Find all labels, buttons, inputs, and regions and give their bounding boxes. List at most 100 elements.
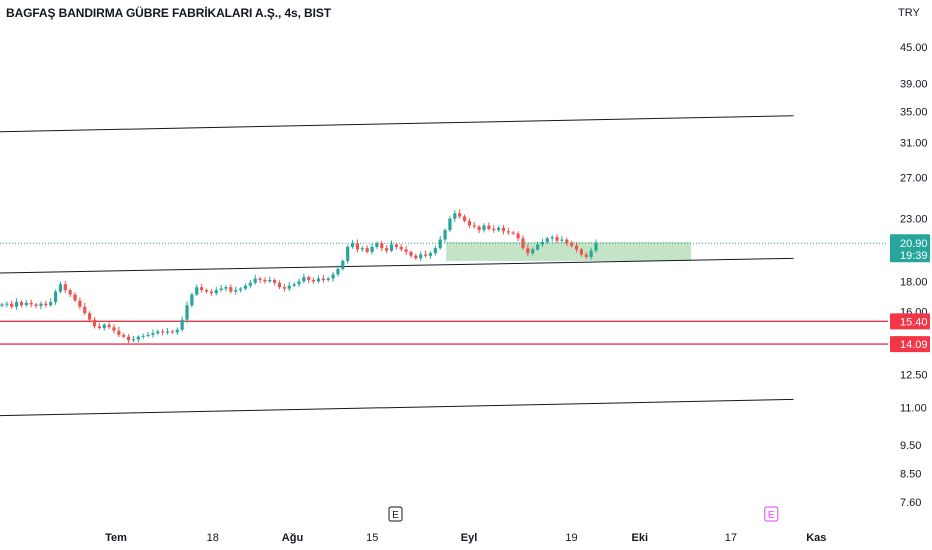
candle[interactable] [346, 244, 350, 264]
candle[interactable] [516, 231, 520, 242]
candle[interactable] [297, 278, 301, 287]
candle[interactable] [34, 302, 38, 308]
candle[interactable] [453, 210, 457, 222]
candle[interactable] [565, 237, 569, 246]
candle[interactable] [253, 274, 257, 285]
candle[interactable] [307, 275, 311, 284]
candle[interactable] [482, 223, 486, 233]
candle[interactable] [521, 235, 525, 251]
candle[interactable] [136, 335, 140, 343]
candle[interactable] [19, 300, 24, 308]
candle[interactable] [287, 281, 291, 291]
candle[interactable] [15, 298, 19, 310]
level-price-label[interactable]: 15.40 [890, 313, 930, 330]
candle[interactable] [355, 239, 360, 253]
candle[interactable] [399, 244, 403, 252]
candle[interactable] [102, 323, 106, 331]
candle[interactable] [88, 311, 92, 323]
candle[interactable] [380, 240, 384, 252]
candle[interactable] [180, 316, 184, 332]
candle[interactable] [394, 242, 398, 250]
candle[interactable] [161, 328, 165, 336]
candle[interactable] [302, 273, 306, 284]
support-zone[interactable] [446, 241, 692, 261]
candle[interactable] [389, 240, 394, 253]
candle[interactable] [477, 225, 481, 234]
candle[interactable] [506, 227, 510, 235]
candle[interactable] [350, 240, 355, 249]
candle[interactable] [146, 331, 150, 338]
candle[interactable] [258, 276, 262, 284]
candle[interactable] [268, 276, 272, 283]
candle[interactable] [190, 292, 194, 308]
level-price-label[interactable]: 14.09 [890, 336, 930, 353]
candle[interactable] [292, 282, 296, 288]
candle[interactable] [331, 271, 335, 282]
candle[interactable] [375, 241, 379, 249]
candle[interactable] [165, 328, 170, 335]
candle[interactable] [497, 225, 501, 233]
candle[interactable] [5, 301, 9, 308]
candle[interactable] [472, 222, 476, 229]
candle[interactable] [360, 246, 364, 252]
candle[interactable] [511, 230, 515, 236]
candle[interactable] [428, 251, 433, 259]
candle[interactable] [438, 236, 442, 250]
candle[interactable] [574, 242, 579, 253]
candle[interactable] [594, 239, 598, 253]
candle[interactable] [117, 326, 121, 338]
candle[interactable] [10, 300, 14, 309]
candle[interactable] [29, 299, 33, 308]
candle[interactable] [185, 301, 189, 323]
candle[interactable] [195, 284, 199, 297]
candle[interactable] [68, 288, 72, 297]
candle[interactable] [263, 277, 267, 284]
candle[interactable] [229, 284, 233, 294]
channel-trend-line[interactable] [0, 398, 794, 417]
candle[interactable] [531, 247, 535, 256]
candle[interactable] [404, 245, 408, 256]
candle[interactable] [341, 259, 345, 271]
candle[interactable] [487, 222, 491, 231]
candle[interactable] [433, 245, 437, 256]
candle[interactable] [126, 334, 131, 343]
time-axis[interactable]: Tem 18 Ağu 15 Eyl 19 Eki 17 Kas [105, 532, 826, 544]
candle[interactable] [49, 298, 53, 307]
candle[interactable] [535, 241, 540, 251]
candle[interactable] [238, 287, 243, 293]
candle[interactable] [526, 244, 530, 257]
candle[interactable] [219, 284, 223, 292]
candle[interactable] [73, 292, 77, 303]
candle[interactable] [414, 253, 418, 260]
candle[interactable] [0, 302, 4, 308]
candle[interactable] [273, 278, 277, 286]
candle[interactable] [501, 225, 506, 235]
candle[interactable] [175, 327, 179, 336]
candle[interactable] [550, 234, 554, 242]
candle[interactable] [248, 279, 252, 289]
candle[interactable] [385, 245, 389, 253]
candle[interactable] [277, 280, 282, 290]
candle[interactable] [545, 236, 549, 244]
candle[interactable] [570, 240, 574, 248]
candle[interactable] [78, 297, 82, 310]
candle[interactable] [224, 285, 228, 292]
candle[interactable] [560, 235, 564, 243]
candle[interactable] [443, 228, 447, 243]
candle[interactable] [83, 302, 87, 316]
candle[interactable] [58, 281, 63, 294]
candle[interactable] [555, 234, 559, 244]
candle[interactable] [209, 289, 213, 297]
candle[interactable] [336, 265, 340, 277]
candle[interactable] [151, 329, 155, 338]
candle[interactable] [448, 216, 452, 233]
candle[interactable] [326, 276, 330, 282]
channel-trend-line[interactable] [0, 257, 794, 274]
earnings-event-marker[interactable]: E [764, 506, 779, 522]
candle[interactable] [24, 300, 28, 307]
candle[interactable] [63, 280, 67, 294]
candle[interactable] [492, 225, 496, 233]
candle[interactable] [214, 287, 218, 296]
